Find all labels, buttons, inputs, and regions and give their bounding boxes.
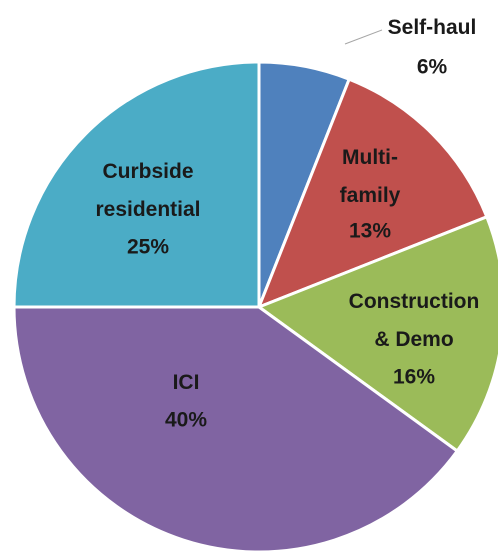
value-label: 13% (349, 220, 391, 243)
pie-slice (255, 214, 498, 454)
slice-label: Self-haul (388, 16, 477, 39)
value-label: 16% (393, 366, 435, 389)
slice-label: Curbside residential (95, 160, 200, 221)
slice-label: Multi-family (340, 146, 401, 207)
slice-label: ICI (173, 371, 200, 394)
pie-slice (256, 77, 489, 310)
value-label: 25% (127, 236, 169, 259)
value-label: 6% (417, 56, 448, 79)
pie-slice (12, 60, 261, 309)
value-label: 40% (165, 409, 207, 432)
pie-slice (12, 305, 460, 552)
leader-line (344, 29, 383, 45)
slice-label: Construction & Demo (349, 290, 480, 351)
